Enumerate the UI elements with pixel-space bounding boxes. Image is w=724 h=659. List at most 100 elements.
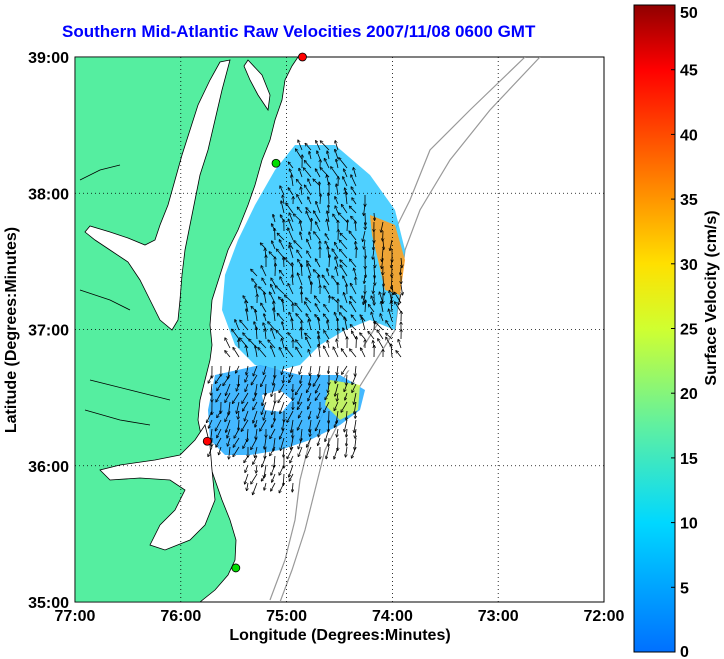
y-tick-labels: 39:00 38:00 37:00 36:00 35:00	[28, 50, 69, 612]
velocity-arrow	[264, 437, 267, 449]
velocity-arrow	[378, 339, 384, 349]
velocity-arrow	[256, 464, 257, 473]
grid-lines	[75, 57, 604, 602]
velocity-arrow	[347, 220, 348, 232]
velocity-arrow	[292, 319, 293, 331]
velocity-arrow	[331, 167, 339, 178]
velocity-arrow	[279, 240, 285, 250]
colorbar-tick-label: 10	[680, 516, 698, 533]
colorbar-tick-label: 40	[680, 127, 698, 144]
velocity-field-hotspot	[370, 215, 405, 295]
velocity-arrow	[318, 275, 321, 286]
velocity-arrow	[317, 410, 321, 418]
velocity-arrow	[246, 346, 249, 358]
velocity-arrow	[265, 383, 266, 395]
velocity-arrow	[277, 314, 285, 322]
velocity-arrow	[335, 374, 339, 383]
velocity-arrow	[245, 383, 249, 391]
velocity-arrow	[351, 315, 357, 322]
velocity-arrow	[340, 249, 348, 259]
velocity-arrow	[317, 151, 321, 160]
velocity-arrow	[391, 302, 392, 313]
velocity-arrow	[351, 187, 357, 196]
station-marker	[202, 436, 212, 446]
velocity-arrow	[271, 482, 276, 491]
velocity-arrow	[296, 340, 303, 349]
velocity-arrow	[344, 383, 348, 391]
velocity-arrow	[216, 392, 222, 402]
velocity-arrow	[328, 383, 329, 392]
velocity-arrow	[273, 308, 276, 322]
velocity-arrow	[298, 419, 303, 430]
velocity-arrow	[271, 464, 276, 475]
velocity-arrow	[373, 248, 374, 259]
velocity-arrow	[301, 292, 302, 304]
velocity-arrow	[355, 365, 356, 376]
velocity-arrow	[235, 320, 240, 331]
colorbar-tick-label: 35	[680, 192, 698, 209]
velocity-arrow	[307, 383, 312, 392]
velocity-arrow	[278, 392, 285, 402]
velocity-arrow	[328, 205, 329, 214]
chesapeake-bay	[84, 59, 231, 331]
velocity-arrow	[281, 201, 285, 214]
velocity-arrow	[301, 187, 302, 196]
velocity-arrow	[360, 333, 366, 340]
map-title: Southern Mid-Atlantic Raw Velocities 200…	[62, 22, 536, 41]
colorbar-tick-label: 50	[680, 5, 698, 22]
velocity-arrow	[226, 419, 231, 432]
velocity-arrow	[309, 320, 312, 331]
velocity-arrow	[298, 273, 303, 286]
velocity-arrow	[299, 169, 303, 178]
x-tick-label: 73:00	[478, 608, 519, 625]
velocity-arrow	[261, 401, 267, 414]
velocity-arrow	[280, 428, 285, 439]
velocity-arrow	[306, 446, 312, 458]
velocity-arrow	[228, 437, 231, 446]
y-axis-label: Latitude (Degrees:Minutes)	[3, 227, 20, 433]
velocity-arrow	[256, 327, 257, 340]
velocity-arrow	[383, 275, 384, 286]
velocity-arrow	[217, 410, 222, 417]
velocity-arrow	[228, 365, 231, 379]
velocity-arrow	[233, 437, 240, 447]
velocity-arrow	[246, 365, 249, 375]
velocity-arrow	[278, 233, 285, 241]
velocity-arrow	[322, 275, 330, 286]
velocity-arrow	[288, 284, 294, 295]
x-tick-label: 74:00	[372, 608, 413, 625]
velocity-arrow	[280, 271, 285, 277]
velocity-arrow	[337, 365, 338, 375]
velocity-arrow	[320, 194, 321, 205]
velocity-arrow	[280, 437, 285, 450]
velocity-arrow	[386, 321, 393, 331]
velocity-arrow	[334, 446, 339, 459]
velocity-arrow	[318, 428, 320, 437]
velocity-arrow	[335, 150, 339, 160]
velocity-arrow	[262, 392, 267, 405]
velocity-arrow	[271, 346, 276, 358]
velocity-arrow	[337, 339, 338, 349]
velocity-arrow	[353, 168, 357, 178]
velocity-arrow	[334, 419, 339, 427]
velocity-arrow	[208, 374, 213, 383]
x-axis-label: Longitude (Degrees:Minutes)	[229, 627, 450, 644]
velocity-field-north	[222, 145, 405, 370]
velocity-arrow	[291, 419, 294, 432]
velocity-arrow	[314, 232, 321, 241]
velocity-arrow	[308, 392, 312, 401]
velocity-arrow	[335, 141, 339, 151]
delaware-bay	[243, 59, 271, 112]
velocity-arrow	[314, 211, 321, 223]
velocity-arrow	[297, 180, 303, 187]
velocity-arrow	[283, 419, 284, 430]
velocity-arrow	[282, 365, 285, 374]
colorbar-tick-label: 15	[680, 451, 698, 468]
velocity-arrow	[307, 251, 312, 259]
velocity-arrow	[364, 239, 365, 249]
velocity-arrow	[325, 234, 330, 241]
velocity-arrow	[263, 410, 267, 420]
velocity-arrow	[255, 419, 258, 427]
y-tick-label: 36:00	[28, 459, 69, 476]
velocity-arrow	[245, 464, 249, 472]
